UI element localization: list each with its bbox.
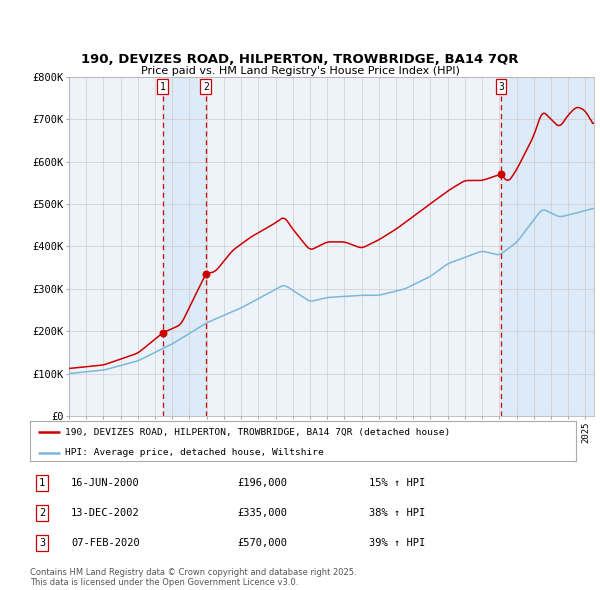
Text: £335,000: £335,000 — [238, 508, 287, 518]
Point — [201, 269, 211, 278]
Text: 190, DEVIZES ROAD, HILPERTON, TROWBRIDGE, BA14 7QR: 190, DEVIZES ROAD, HILPERTON, TROWBRIDGE… — [81, 53, 519, 66]
Text: 2: 2 — [39, 508, 45, 518]
Bar — [163, 77, 206, 416]
Text: 1: 1 — [39, 478, 45, 488]
Bar — [501, 77, 594, 416]
Text: Price paid vs. HM Land Registry's House Price Index (HPI): Price paid vs. HM Land Registry's House … — [140, 65, 460, 76]
Text: Contains HM Land Registry data © Crown copyright and database right 2025.
This d: Contains HM Land Registry data © Crown c… — [30, 568, 356, 587]
Text: 3: 3 — [498, 82, 504, 92]
Text: 16-JUN-2000: 16-JUN-2000 — [71, 478, 140, 488]
Text: 39% ↑ HPI: 39% ↑ HPI — [368, 537, 425, 548]
Text: 07-FEB-2020: 07-FEB-2020 — [71, 537, 140, 548]
Point — [158, 328, 167, 337]
Text: 2: 2 — [203, 82, 209, 92]
Text: 190, DEVIZES ROAD, HILPERTON, TROWBRIDGE, BA14 7QR (detached house): 190, DEVIZES ROAD, HILPERTON, TROWBRIDGE… — [65, 428, 451, 437]
Text: £196,000: £196,000 — [238, 478, 287, 488]
Text: £570,000: £570,000 — [238, 537, 287, 548]
Text: 15% ↑ HPI: 15% ↑ HPI — [368, 478, 425, 488]
Text: 3: 3 — [39, 537, 45, 548]
Point — [496, 169, 506, 179]
Text: HPI: Average price, detached house, Wiltshire: HPI: Average price, detached house, Wilt… — [65, 448, 324, 457]
Text: 13-DEC-2002: 13-DEC-2002 — [71, 508, 140, 518]
Text: 1: 1 — [160, 82, 166, 92]
Text: 38% ↑ HPI: 38% ↑ HPI — [368, 508, 425, 518]
